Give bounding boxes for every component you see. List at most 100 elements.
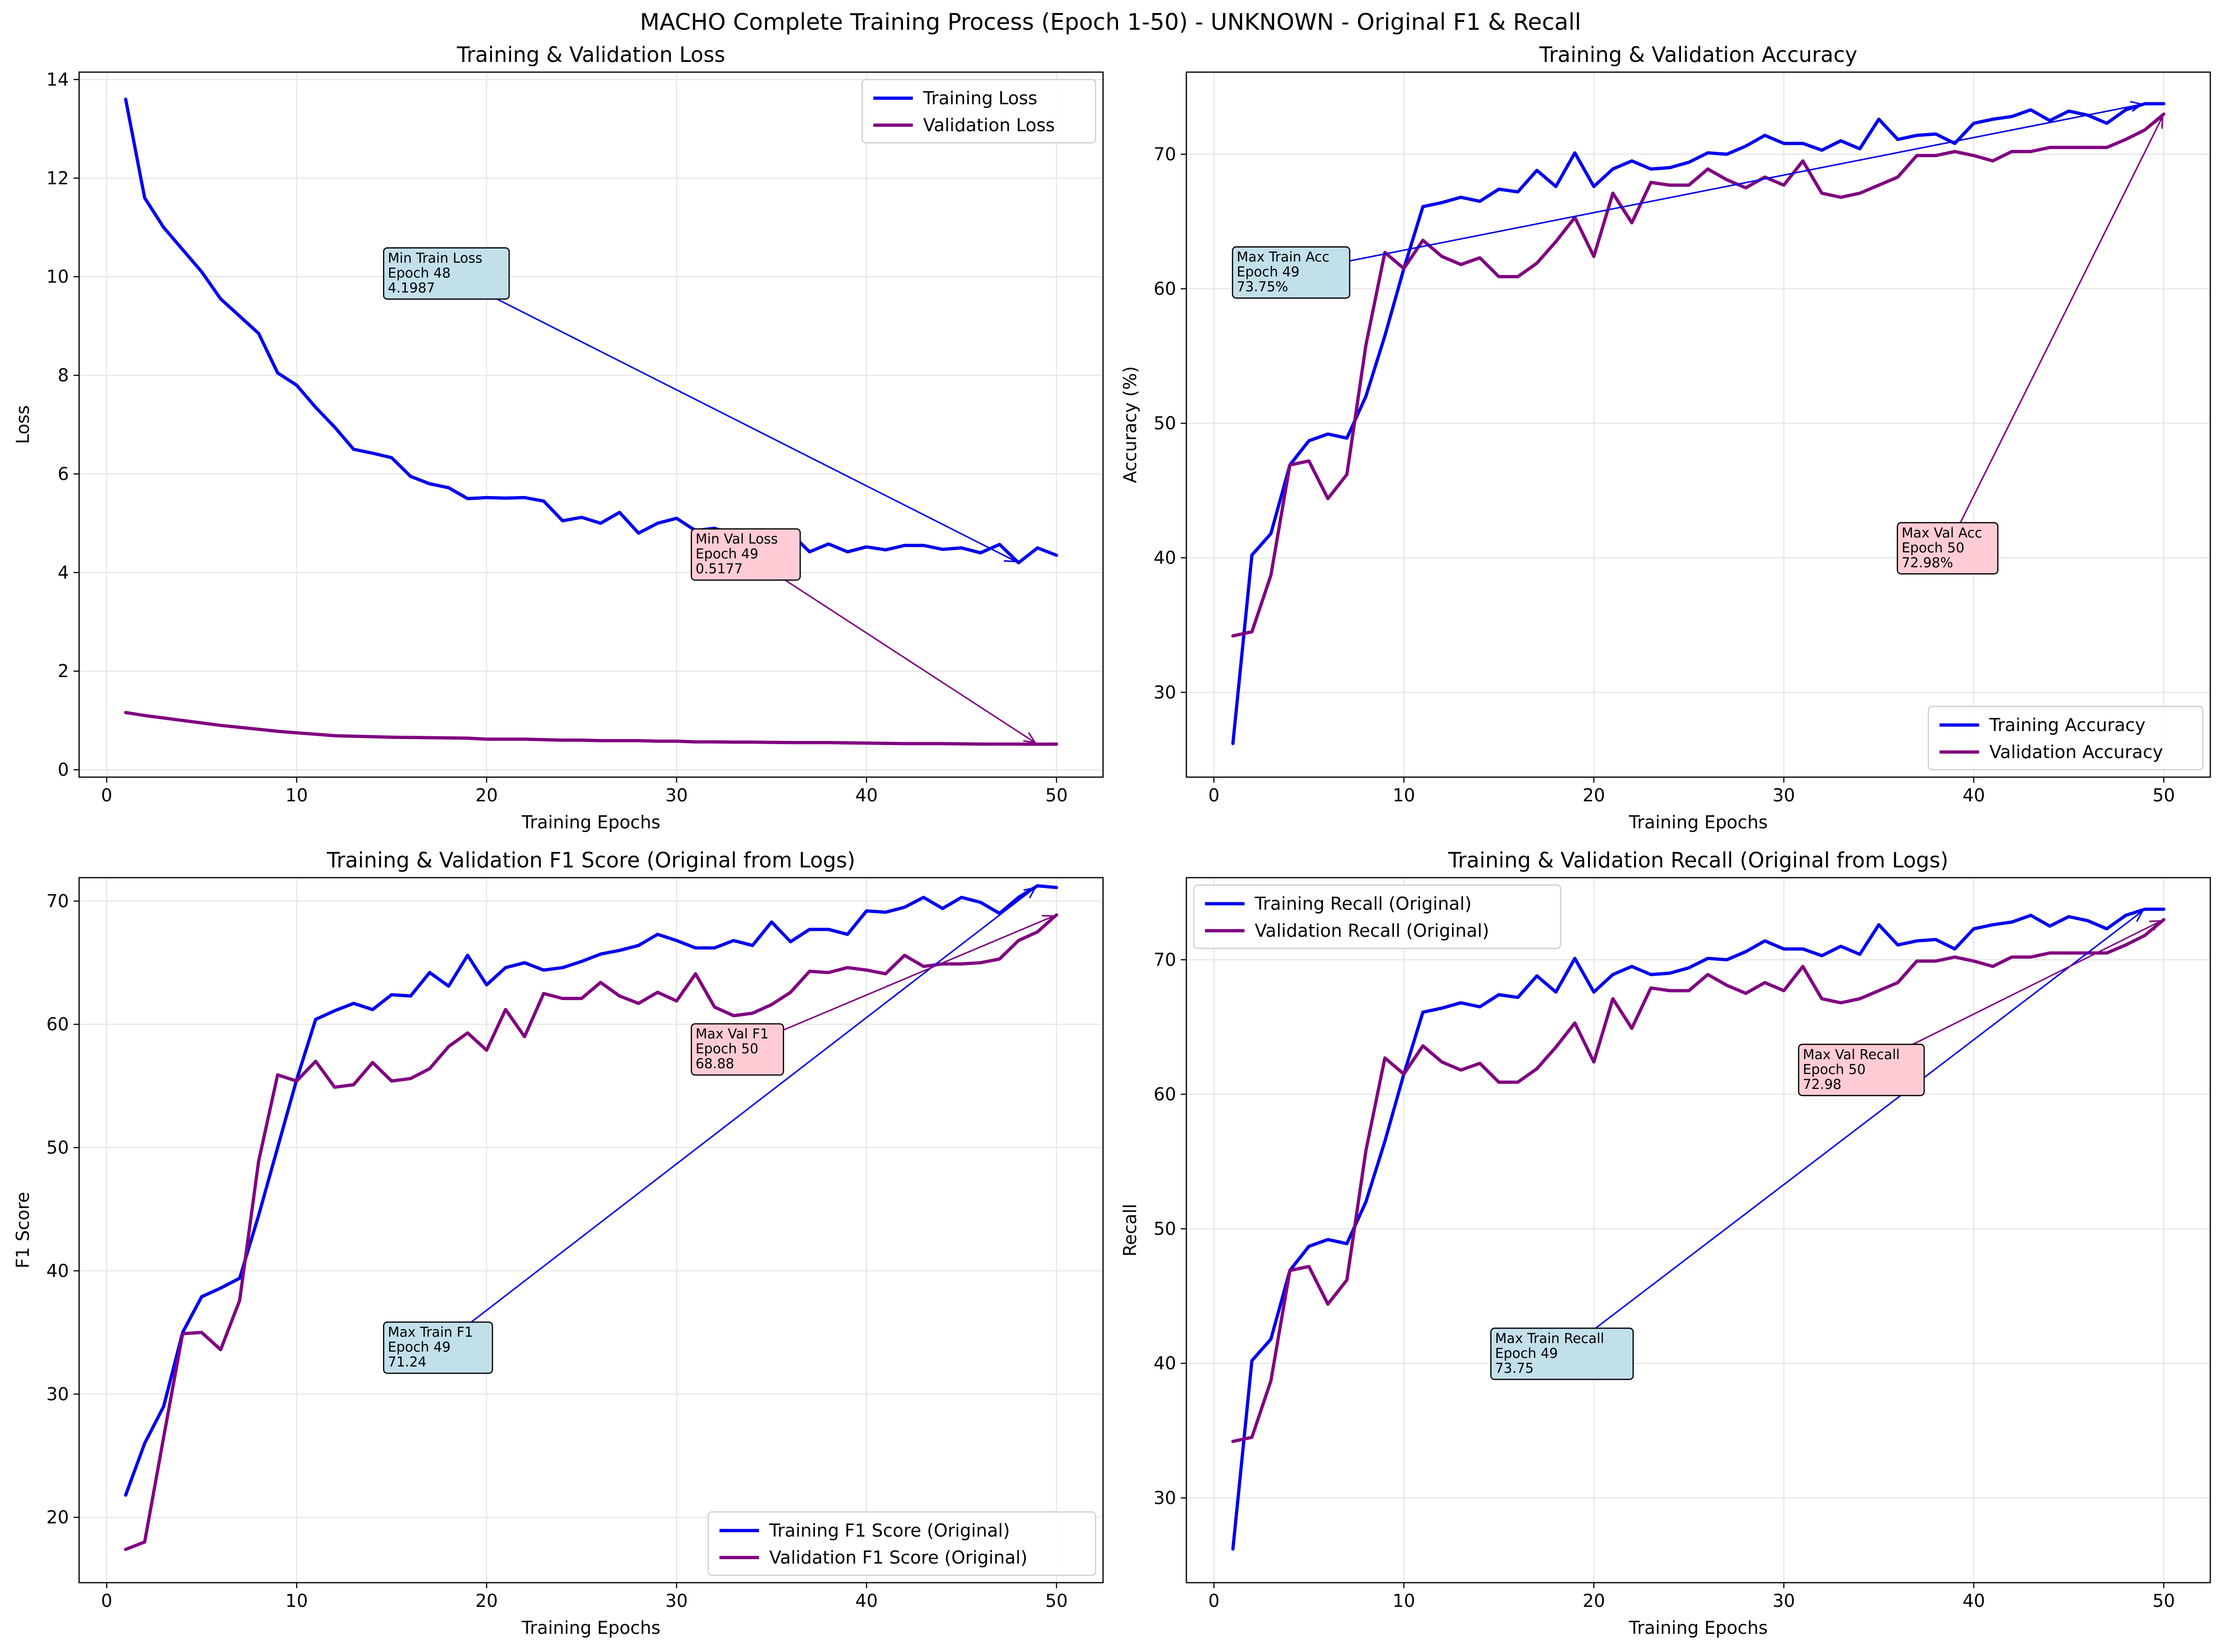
annotation-label: Epoch 49 — [695, 546, 758, 562]
x-tick-label: 10 — [1393, 1591, 1415, 1611]
x-tick-label: 50 — [1045, 785, 1068, 806]
annotation-label: Max Val Acc — [1902, 525, 1982, 541]
x-tick-label: 30 — [1772, 1591, 1795, 1611]
annotation-arrowhead — [1023, 732, 1037, 744]
chart-title: Training & Validation Recall (Original f… — [1448, 848, 1949, 873]
x-tick-label: 40 — [855, 785, 878, 806]
legend-label: Validation Accuracy — [1989, 742, 2163, 762]
figure-title: MACHO Complete Training Process (Epoch 1… — [640, 9, 1581, 35]
y-tick-label: 70 — [47, 891, 69, 911]
validation-series-line — [124, 711, 1058, 746]
chart-title: Training & Validation F1 Score (Original… — [326, 848, 855, 873]
training-series-line — [1231, 907, 2166, 1551]
legend-box — [1928, 705, 2204, 771]
annotation-label: Max Train Recall — [1495, 1330, 1604, 1346]
y-tick-label: 50 — [47, 1137, 69, 1158]
x-tick-label: 10 — [285, 785, 308, 806]
legend: Training Accuracy Validation Accuracy — [1928, 705, 2204, 771]
y-tick-label: 40 — [1154, 548, 1176, 568]
y-tick-label: 4 — [58, 562, 69, 583]
y-tick-label: 14 — [47, 69, 69, 90]
annotation-label: 73.75% — [1237, 279, 1288, 295]
x-axis-label: Training Epochs — [1629, 812, 1768, 833]
annotation-label: 71.24 — [388, 1354, 426, 1370]
annotation-box — [691, 1023, 784, 1076]
legend-label: Training F1 Score (Original) — [769, 1520, 1010, 1541]
legend-label: Validation F1 Score (Original) — [769, 1547, 1028, 1568]
annotation-label: 72.98 — [1803, 1076, 1841, 1092]
x-tick-label: 20 — [1582, 785, 1605, 806]
x-tick-label: 50 — [2153, 785, 2175, 806]
training-series-line — [124, 97, 1058, 564]
x-axis-label: Training Epochs — [1629, 1618, 1768, 1638]
legend-box — [707, 1511, 1097, 1576]
annotation-label: Max Val Recall — [1803, 1047, 1899, 1062]
plot-frame — [78, 71, 1104, 778]
plot-background — [79, 72, 1103, 777]
x-tick-label: 20 — [475, 785, 498, 806]
x-tick-label: 40 — [855, 1591, 878, 1611]
y-tick-label: 50 — [1154, 413, 1176, 434]
y-axis-label: F1 Score — [13, 1192, 33, 1269]
legend-label: Training Accuracy — [1989, 715, 2146, 735]
y-tick-label: 40 — [1154, 1353, 1176, 1374]
annotation-box — [383, 247, 510, 300]
annotation-label: Epoch 49 — [388, 1339, 451, 1355]
annotation-label: Min Val Loss — [695, 531, 778, 547]
y-axis-label: Accuracy (%) — [1120, 366, 1140, 483]
chart-title: Training & Validation Loss — [457, 42, 725, 67]
y-tick-label: 2 — [58, 661, 69, 681]
y-tick-label: 60 — [1154, 278, 1176, 299]
annotation-arrowhead — [1042, 915, 1056, 926]
y-tick-label: 70 — [1154, 144, 1176, 164]
annotation-arrow — [437, 886, 1036, 1349]
y-tick-label: 30 — [47, 1384, 69, 1404]
legend-label: Training Recall (Original) — [1254, 893, 1472, 914]
x-axis-label: Training Epochs — [521, 812, 660, 833]
x-tick-label: 0 — [101, 785, 112, 806]
validation-series-line — [1231, 918, 2166, 1443]
y-tick-label: 70 — [1154, 949, 1176, 970]
annotation-label: Max Train Acc — [1237, 249, 1329, 265]
annotation-arrowhead — [2130, 101, 2144, 112]
x-tick-label: 0 — [101, 1591, 112, 1611]
annotation-arrow — [446, 273, 1016, 563]
annotation-box — [1798, 1043, 1925, 1096]
legend-label: Validation Loss — [923, 115, 1055, 135]
y-tick-label: 8 — [58, 365, 69, 386]
annotation-label: 0.5177 — [695, 561, 742, 577]
plot-background — [1186, 878, 2210, 1583]
y-tick-label: 12 — [47, 168, 69, 188]
y-tick-label: 50 — [1154, 1219, 1176, 1239]
y-axis-label: Loss — [13, 405, 33, 444]
legend: Training F1 Score (Original) Validation F… — [707, 1511, 1097, 1576]
annotation-box — [1232, 246, 1351, 299]
validation-series-line — [1231, 112, 2166, 638]
y-tick-label: 20 — [47, 1507, 69, 1528]
annotation-label: Epoch 49 — [1237, 264, 1299, 280]
annotation-arrowhead — [2153, 115, 2164, 129]
training-series-line — [1231, 102, 2166, 745]
x-tick-label: 0 — [1208, 1591, 1219, 1611]
x-tick-label: 20 — [475, 1591, 498, 1611]
y-tick-label: 10 — [47, 267, 69, 287]
y-tick-label: 30 — [1154, 682, 1176, 703]
legend-box — [861, 79, 1097, 144]
annotation-arrow — [737, 915, 1055, 1050]
y-tick-label: 60 — [1154, 1084, 1176, 1104]
legend: Training Loss Validation Loss — [861, 79, 1097, 144]
annotation-label: Max Train F1 — [388, 1324, 473, 1340]
x-tick-label: 50 — [1045, 1591, 1068, 1611]
annotation-label: 68.88 — [695, 1056, 734, 1072]
x-tick-label: 10 — [285, 1591, 308, 1611]
plot-frame — [1185, 71, 2211, 778]
training-series-line — [124, 884, 1058, 1497]
plot-background — [1186, 72, 2210, 777]
annotation-arrowhead — [2149, 920, 2163, 931]
x-tick-label: 40 — [1963, 785, 1985, 806]
validation-series-line — [124, 913, 1058, 1551]
annotation-label: Epoch 48 — [388, 265, 451, 281]
